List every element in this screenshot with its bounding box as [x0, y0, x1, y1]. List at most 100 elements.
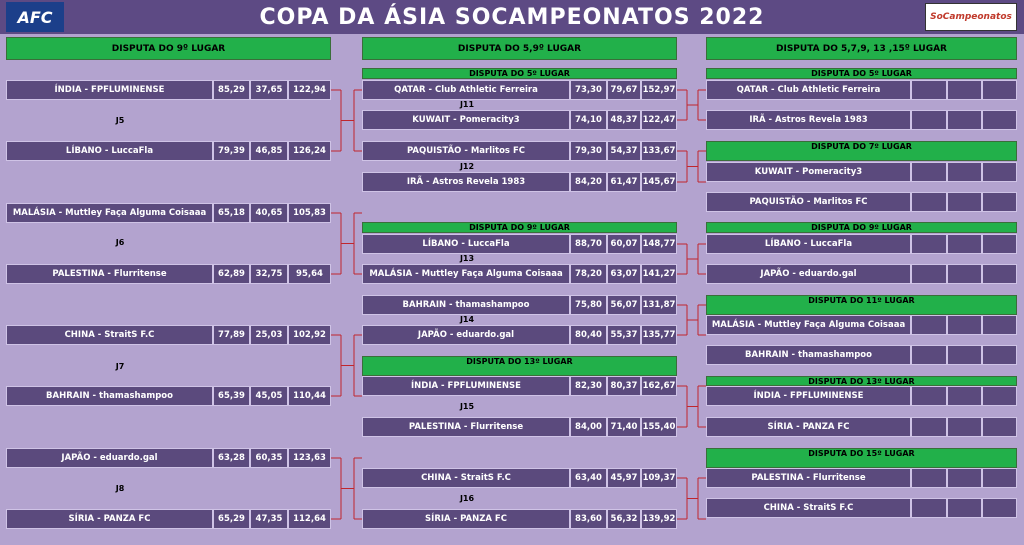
team-cell: LÍBANO - LuccaFla: [706, 234, 911, 254]
score-cell: 63,40: [570, 468, 607, 488]
score-cell: [982, 315, 1017, 335]
score-cell: [982, 498, 1017, 518]
team-cell: QATAR - Club Athletic Ferreira: [362, 80, 570, 100]
score-cell: [982, 468, 1017, 488]
score-cell: 60,07: [607, 234, 641, 254]
score-cell: 46,85: [250, 141, 288, 161]
score-cell: 40,65: [250, 203, 288, 223]
score-cell: 88,70: [570, 234, 607, 254]
team-cell: SÍRIA - PANZA FC: [6, 509, 213, 529]
score-cell: 78,20: [570, 264, 607, 284]
score-cell: 79,39: [213, 141, 250, 161]
column-header: DISPUTA DO 9º LUGAR: [6, 37, 331, 60]
score-cell: 77,89: [213, 325, 250, 345]
group-header: DISPUTA DO 5º LUGAR: [706, 68, 1017, 79]
score-cell: 135,77: [641, 325, 677, 345]
score-cell: 80,37: [607, 376, 641, 396]
score-cell: 95,64: [288, 264, 331, 284]
score-cell: 45,97: [607, 468, 641, 488]
score-cell: 85,29: [213, 80, 250, 100]
score-cell: 102,92: [288, 325, 331, 345]
score-cell: 56,07: [607, 295, 641, 315]
match-label: J13: [459, 253, 475, 263]
team-cell: CHINA - StraitS F.C: [706, 498, 911, 518]
team-cell: PALESTINA - Flurritense: [706, 468, 911, 488]
team-cell: IRÃ - Astros Revela 1983: [362, 172, 570, 192]
score-cell: 110,44: [288, 386, 331, 406]
column-header: DISPUTA DO 5,9º LUGAR: [362, 37, 677, 60]
team-cell: BAHRAIN - thamashampoo: [706, 345, 911, 365]
score-cell: [947, 498, 982, 518]
team-cell: CHINA - StraitS F.C: [6, 325, 213, 345]
score-cell: 71,40: [607, 417, 641, 437]
match-label: J8: [115, 483, 125, 493]
score-cell: 79,67: [607, 80, 641, 100]
score-cell: [911, 386, 947, 406]
score-cell: [982, 192, 1017, 212]
score-cell: 45,05: [250, 386, 288, 406]
score-cell: [911, 234, 947, 254]
score-cell: 60,35: [250, 448, 288, 468]
score-cell: 162,67: [641, 376, 677, 396]
match-label: J16: [459, 493, 475, 503]
score-cell: [947, 162, 982, 182]
score-cell: 112,64: [288, 509, 331, 529]
score-cell: [911, 192, 947, 212]
score-cell: 74,10: [570, 110, 607, 130]
score-cell: [982, 234, 1017, 254]
score-cell: [911, 80, 947, 100]
score-cell: [911, 315, 947, 335]
score-cell: 75,80: [570, 295, 607, 315]
score-cell: [911, 264, 947, 284]
score-cell: 56,32: [607, 509, 641, 529]
score-cell: 32,75: [250, 264, 288, 284]
score-cell: [911, 417, 947, 437]
team-cell: ÍNDIA - FPFLUMINENSE: [706, 386, 911, 406]
score-cell: 84,20: [570, 172, 607, 192]
team-cell: IRÃ - Astros Revela 1983: [706, 110, 911, 130]
score-cell: 126,24: [288, 141, 331, 161]
team-cell: QATAR - Club Athletic Ferreira: [706, 80, 911, 100]
group-header: DISPUTA DO 15º LUGAR: [706, 448, 1017, 468]
score-cell: 84,00: [570, 417, 607, 437]
match-label: J11: [459, 99, 475, 109]
group-header: DISPUTA DO 5º LUGAR: [362, 68, 677, 79]
match-label: J14: [459, 314, 475, 324]
score-cell: 63,28: [213, 448, 250, 468]
team-cell: KUWAIT - Pomeracity3: [706, 162, 911, 182]
score-cell: [947, 192, 982, 212]
column-header: DISPUTA DO 5,7,9, 13 ,15º LUGAR: [706, 37, 1017, 60]
score-cell: 109,37: [641, 468, 677, 488]
score-cell: 83,60: [570, 509, 607, 529]
team-cell: BAHRAIN - thamashampoo: [362, 295, 570, 315]
score-cell: 80,40: [570, 325, 607, 345]
score-cell: [947, 468, 982, 488]
team-cell: ÍNDIA - FPFLUMINENSE: [362, 376, 570, 396]
score-cell: [911, 162, 947, 182]
score-cell: 105,83: [288, 203, 331, 223]
score-cell: [982, 386, 1017, 406]
score-cell: 139,92: [641, 509, 677, 529]
group-header: DISPUTA DO 9º LUGAR: [706, 222, 1017, 233]
score-cell: [982, 162, 1017, 182]
score-cell: 155,40: [641, 417, 677, 437]
score-cell: 133,67: [641, 141, 677, 161]
team-cell: BAHRAIN - thamashampoo: [6, 386, 213, 406]
score-cell: 62,89: [213, 264, 250, 284]
team-cell: ÍNDIA - FPFLUMINENSE: [6, 80, 213, 100]
team-cell: JAPÃO - eduardo.gal: [6, 448, 213, 468]
score-cell: 145,67: [641, 172, 677, 192]
team-cell: PALESTINA - Flurritense: [6, 264, 213, 284]
team-cell: SÍRIA - PANZA FC: [706, 417, 911, 437]
match-label: J15: [459, 401, 475, 411]
score-cell: [911, 468, 947, 488]
match-label: J7: [115, 361, 125, 371]
score-cell: 82,30: [570, 376, 607, 396]
score-cell: [911, 498, 947, 518]
score-cell: [947, 345, 982, 365]
score-cell: [982, 417, 1017, 437]
score-cell: [982, 264, 1017, 284]
score-cell: 122,94: [288, 80, 331, 100]
